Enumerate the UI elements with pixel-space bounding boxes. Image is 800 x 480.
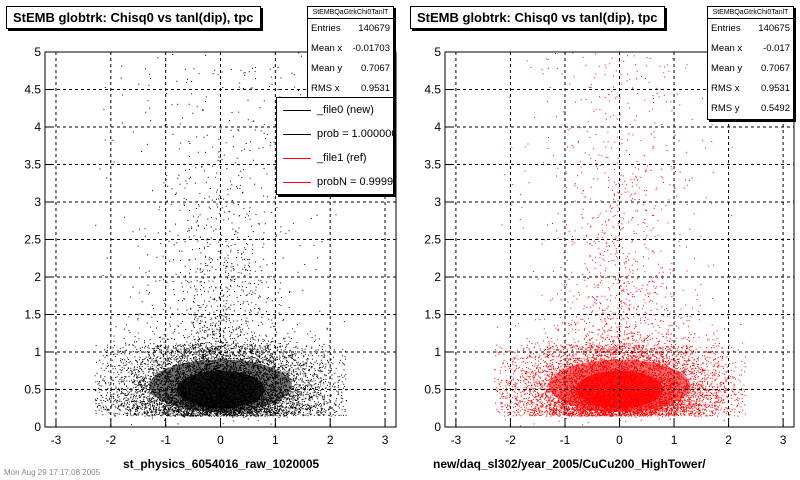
right-y-tick-label: 3 [434, 195, 441, 209]
right-stats-meany: Mean y 0.7067 [711, 63, 790, 74]
right-y-tick-label: 1.5 [424, 308, 441, 322]
right-x-tick-label: 0 [616, 433, 623, 447]
right-x-axis-label: new/daq_sl302/year_2005/CuCu200_HighTowe… [433, 457, 706, 471]
left-y-tick-label: 0 [34, 420, 41, 434]
legend-line-prob [283, 133, 311, 135]
left-stats-entries: Entries 140679 [311, 23, 390, 34]
left-stats-box: StEMBQaGtrkChi0TanlT Entries 140679 Mean … [307, 6, 394, 100]
left-dense-core [149, 359, 292, 412]
right-plot-title: StEMB globtrk: Chisq0 vs tanl(dip), tpc [410, 6, 665, 29]
right-y-tick-label: 0.5 [424, 383, 441, 397]
right-x-tick-label: 1 [671, 433, 678, 447]
legend-line-probn [283, 181, 311, 183]
footnote: Mon Aug 29 17:17:08 2005 [4, 468, 101, 477]
left-y-tick-label: 2.5 [24, 233, 41, 247]
right-scatter-points [494, 52, 746, 427]
left-x-tick-label: 3 [382, 433, 389, 447]
right-y-tick-label: 4.5 [424, 83, 441, 97]
left-y-tick-label: 1 [34, 345, 41, 359]
left-y-tick-label: 3.5 [24, 158, 41, 172]
left-stats-meany: Mean y 0.7067 [311, 63, 390, 74]
legend-entry-prob: prob = 1.000000 [277, 122, 393, 146]
right-scatter-marks [494, 52, 746, 427]
right-y-tick-label: 2.5 [424, 233, 441, 247]
left-x-tick-label: -2 [105, 433, 116, 447]
left-plot-title: StEMB globtrk: Chisq0 vs tanl(dip), tpc [6, 6, 261, 29]
right-stats-meanx: Mean x -0.017 [711, 43, 790, 54]
left-y-tick-label: 0.5 [24, 383, 41, 397]
right-y-tick-label: 4 [434, 120, 441, 134]
right-plot-title-text: StEMB globtrk: Chisq0 vs tanl(dip), tpc [417, 10, 658, 25]
right-stats-name: StEMBQaGtrkChi0TanlT [708, 7, 793, 19]
left-y-tick-label: 3 [34, 195, 41, 209]
right-stats-rmsy: RMS y 0.5492 [711, 103, 790, 114]
left-stats-rmsx: RMS x 0.9531 [311, 83, 390, 94]
legend-line-file1 [283, 157, 311, 159]
right-dense-core [548, 359, 691, 412]
right-stats-box: StEMBQaGtrkChi0TanlT Entries 140675 Mean … [707, 6, 794, 120]
right-stats-rmsx: RMS x 0.9531 [711, 83, 790, 94]
left-x-tick-label: -1 [160, 433, 171, 447]
right-grid [445, 51, 794, 427]
right-y-tick-label: 5 [434, 45, 441, 59]
right-x-tick-label: 3 [780, 433, 787, 447]
left-x-tick-label: 0 [217, 433, 224, 447]
legend-line-file0 [283, 109, 311, 111]
left-stats-meanx: Mean x -0.01703 [311, 43, 390, 54]
right-x-tick-label: -3 [451, 433, 462, 447]
right-y-tick-label: 2 [434, 270, 441, 284]
right-x-tick-label: -2 [505, 433, 516, 447]
left-plot-title-text: StEMB globtrk: Chisq0 vs tanl(dip), tpc [13, 10, 254, 25]
legend: _file0 (new) prob = 1.000000 _file1 (ref… [276, 97, 394, 195]
right-x-tick-label: 2 [725, 433, 732, 447]
right-stats-entries: Entries 140675 [711, 23, 790, 34]
right-x-tick-label: -1 [560, 433, 571, 447]
legend-entry-file0: _file0 (new) [277, 98, 393, 122]
right-y-tick-label: 0 [434, 420, 441, 434]
right-y-tick-label: 1 [434, 345, 441, 359]
left-x-tick-label: -3 [51, 433, 62, 447]
left-x-axis-label: st_physics_6054016_raw_1020005 [123, 457, 320, 471]
legend-entry-probn: probN = 0.999980 [277, 170, 393, 194]
left-x-tick-label: 1 [272, 433, 279, 447]
left-y-tick-label: 4 [34, 120, 41, 134]
left-y-tick-label: 2 [34, 270, 41, 284]
left-y-tick-label: 1.5 [24, 308, 41, 322]
left-y-tick-label: 5 [34, 45, 41, 59]
left-y-tick-label: 4.5 [24, 83, 41, 97]
left-x-tick-label: 2 [327, 433, 334, 447]
right-y-tick-label: 3.5 [424, 158, 441, 172]
legend-entry-file1: _file1 (ref) [277, 146, 393, 170]
left-stats-name: StEMBQaGtrkChi0TanlT [308, 7, 393, 19]
